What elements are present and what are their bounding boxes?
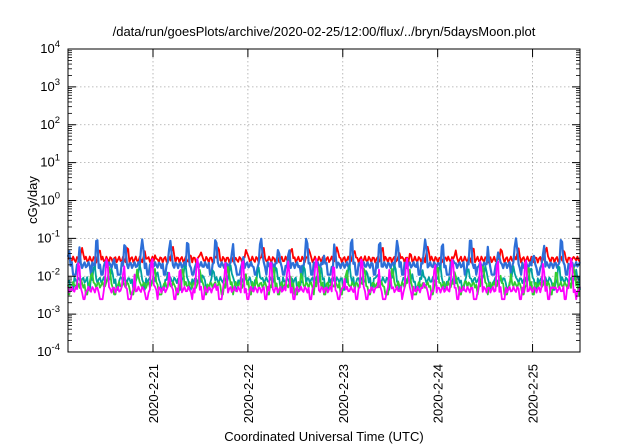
x-tick-label: 2020-2-21: [146, 364, 161, 423]
tick-marks: [68, 48, 580, 353]
series-layer: [66, 237, 581, 301]
y-tick-label: 10-2: [37, 266, 60, 283]
series-line-5: [67, 257, 581, 301]
y-tick-label: 10-3: [37, 304, 60, 321]
y-tick-label: 100: [40, 191, 60, 208]
x-tick-label: 2020-2-23: [336, 364, 351, 423]
y-axis-label: cGy/day: [25, 176, 40, 224]
chart-title: /data/run/goesPlots/archive/2020-02-25/1…: [113, 24, 536, 39]
x-axis-label: Coordinated Universal Time (UTC): [224, 429, 423, 444]
grid: [68, 49, 580, 352]
y-tick-label: 10-4: [37, 342, 60, 359]
x-tick-label: 2020-2-22: [241, 364, 256, 423]
x-tick-labels: 2020-2-21 2020-2-22 2020-2-23 2020-2-24 2020…: [146, 364, 541, 423]
y-tick-label: 104: [40, 39, 60, 56]
y-tick-labels: 10-4 10-3 10-2 10-1 100 101 102 103 104: [37, 39, 60, 359]
x-tick-label: 2020-2-25: [526, 364, 541, 423]
y-tick-label: 10-1: [37, 228, 60, 245]
x-tick-label: 2020-2-24: [431, 364, 446, 423]
y-tick-label: 102: [40, 115, 60, 132]
y-tick-label: 103: [40, 77, 60, 94]
y-tick-label: 101: [40, 153, 60, 170]
